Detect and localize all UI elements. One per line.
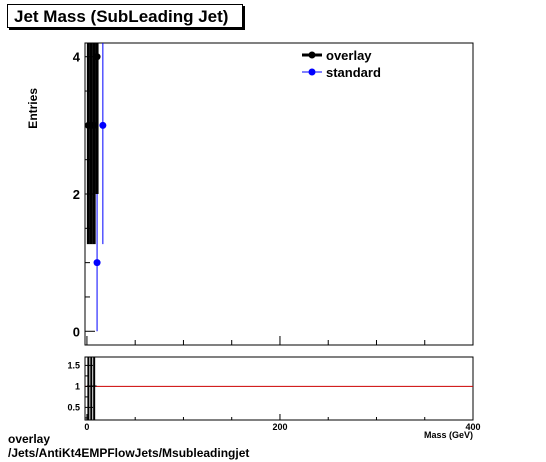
- footer-name: overlay: [8, 432, 51, 446]
- y-tick-label: 4: [73, 50, 81, 65]
- chart-title: Jet Mass (SubLeading Jet): [14, 7, 229, 26]
- title-box: Jet Mass (SubLeading Jet): [7, 4, 243, 28]
- footer-path: /Jets/AntiKt4EMPFlowJets/Msubleadingjet: [8, 446, 250, 460]
- x-axis-label: Mass (GeV): [424, 430, 473, 440]
- x-tick-label: 400: [465, 422, 480, 432]
- legend-marker: [308, 51, 316, 59]
- y-tick-label: 2: [73, 187, 80, 202]
- main-frame: [84, 42, 474, 346]
- y-tick-label: 0: [73, 324, 80, 339]
- legend-marker: [308, 68, 316, 76]
- legend-label: overlay: [326, 48, 372, 63]
- data-point: [93, 259, 101, 267]
- ratio-frame: [84, 356, 474, 421]
- x-tick-label: 200: [272, 422, 287, 432]
- y-axis-label: Entries: [26, 88, 40, 129]
- data-point: [93, 53, 101, 61]
- legend-label: standard: [326, 65, 381, 80]
- ratio-y-tick-label: 0.5: [67, 402, 80, 412]
- main-panel: 0 2 4 Entries overlay standard: [26, 42, 474, 346]
- x-tick-label: 0: [84, 422, 89, 432]
- data-point: [99, 121, 107, 129]
- ratio-y-tick-label: 1.5: [67, 360, 80, 370]
- ratio-y-tick-label: 1: [75, 381, 80, 391]
